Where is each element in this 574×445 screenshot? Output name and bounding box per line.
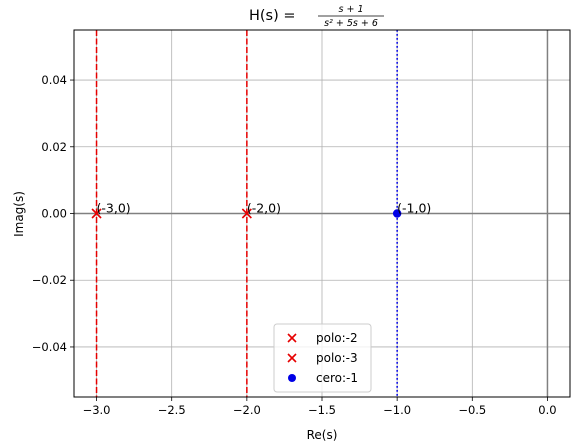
legend-entry: cero:-1 (288, 371, 358, 385)
chart-title: H(s) = s + 1 s² + 5s + 6 (249, 4, 384, 29)
x-tick-label: −0.5 (458, 403, 486, 417)
title-prefix: H(s) = (249, 8, 300, 24)
y-tick-label: 0.04 (41, 73, 67, 87)
legend-entry: polo:-3 (287, 351, 358, 365)
x-tick-label: −3.0 (83, 403, 111, 417)
legend-label: polo:-3 (316, 351, 358, 365)
axis-lines (74, 30, 570, 397)
pole-marker (241, 208, 252, 219)
x-tick-label: −1.5 (308, 403, 336, 417)
point-annotation: (-2,0) (247, 201, 281, 216)
markers (91, 208, 402, 219)
x-ticks: −3.0 −2.5 −2.0 −1.5 −1.0 −0.5 0.0 (83, 397, 557, 417)
zero-marker (392, 209, 402, 218)
x-axis-label: Re(s) (307, 428, 338, 442)
legend-box (273, 323, 372, 393)
y-tick-label: −0.04 (32, 340, 67, 354)
y-tick-label: −0.02 (32, 273, 67, 287)
legend-label: cero:-1 (316, 371, 358, 385)
y-tick-label: 0.02 (41, 140, 67, 154)
y-ticks: −0.04 −0.02 0.00 0.02 0.04 (32, 73, 74, 354)
y-axis-label: Imag(s) (12, 191, 26, 237)
legend: polo:-2 polo:-3 cero:-1 (273, 323, 372, 393)
legend-label: polo:-2 (316, 331, 358, 345)
legend-entry: polo:-2 (287, 331, 358, 345)
pole-marker (91, 208, 102, 219)
y-tick-label: 0.00 (41, 207, 67, 221)
x-tick-label: −1.0 (383, 403, 411, 417)
point-annotation: (-1,0) (397, 201, 431, 216)
x-tick-label: 0.0 (538, 403, 556, 417)
point-annotation: (-3,0) (97, 201, 131, 216)
x-tick-label: −2.0 (233, 403, 261, 417)
annotations: (-2,0) (-3,0) (-1,0) (97, 201, 432, 216)
title-denominator: s² + 5s + 6 (324, 18, 378, 29)
x-tick-label: −2.5 (158, 403, 186, 417)
legend-zero-icon (288, 374, 296, 382)
title-numerator: s + 1 (339, 4, 364, 15)
